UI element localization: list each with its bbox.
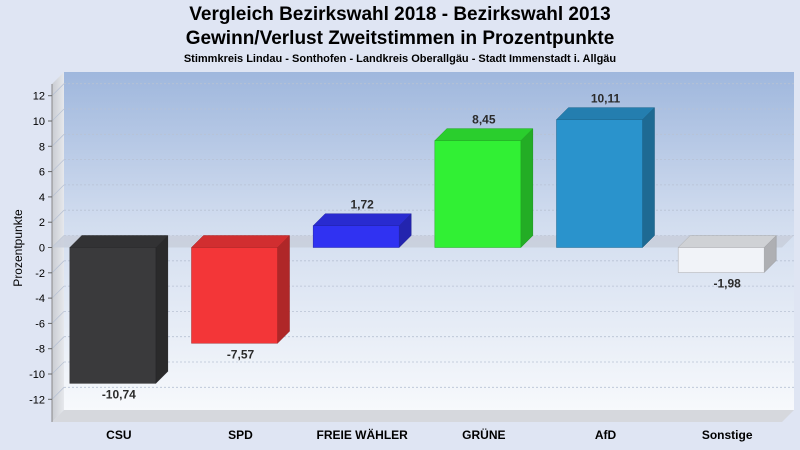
x-tick-label: AfD — [595, 428, 617, 442]
bar-value-label: -10,74 — [102, 387, 136, 401]
y-tick-label: -12 — [29, 394, 45, 406]
y-tick-label: -6 — [35, 318, 45, 330]
x-tick-label: CSU — [106, 428, 131, 442]
y-tick-label: 2 — [39, 217, 45, 229]
grid-line-side — [51, 285, 65, 299]
y-tick-label: 6 — [39, 167, 45, 179]
chart-bars: -10,74 -7,57 1,72 8,45 10,11 -1,98 — [69, 92, 777, 401]
y-tick-label: 0 — [39, 243, 45, 255]
chart-axes: 12 10 8 6 4 2 0 -2 -4 -6 -8 -10 -12 CSU SPD FREIE WÄHLE… — [29, 84, 753, 442]
x-tick-label: SPD — [228, 428, 253, 442]
floor — [52, 410, 794, 422]
bar-1: -7,57 — [190, 234, 291, 361]
bar-value-label: 10,11 — [591, 92, 621, 106]
bar-side — [155, 234, 169, 384]
grid-line-side — [51, 361, 65, 375]
y-tick-label: -2 — [35, 268, 45, 280]
bar-side — [520, 128, 534, 249]
bar-top — [312, 213, 412, 226]
chart-grid — [51, 83, 794, 400]
grid-line-side — [51, 387, 65, 400]
chart-subtitle: Stimmkreis Lindau - Sonthofen - Landkrei… — [183, 53, 617, 65]
grid-line-side — [51, 83, 65, 96]
bar-top — [69, 235, 169, 248]
grid-line-side — [51, 184, 65, 198]
grid-line-side — [51, 260, 65, 274]
grid-line-side — [51, 209, 65, 223]
bar-value-label: -1,98 — [713, 277, 741, 291]
bar-front — [556, 119, 643, 248]
y-axis-label: Prozentpunkte — [11, 209, 25, 287]
bar-top — [677, 235, 777, 248]
bar-5: -1,98 — [677, 234, 777, 291]
bar-value-label: -7,57 — [227, 347, 255, 361]
bar-value-label: 1,72 — [350, 198, 374, 212]
grid-line-side — [51, 311, 65, 324]
bar-top — [555, 107, 656, 120]
bar-side — [642, 107, 655, 249]
x-tick-label: Sonstige — [702, 428, 753, 442]
grid-line-side — [51, 108, 65, 122]
bar-front — [69, 247, 157, 384]
bar-front — [191, 247, 278, 344]
bar-top — [434, 128, 534, 141]
bar-0: -10,74 — [69, 234, 169, 401]
bar-3: 8,45 — [434, 113, 534, 249]
y-tick-label: 12 — [33, 91, 45, 103]
chart-title-line-1: Vergleich Bezirkswahl 2018 - Bezirkswahl… — [189, 4, 611, 25]
y-tick-label: -4 — [35, 293, 45, 305]
grid-line-side — [51, 159, 65, 172]
grid-line-side — [51, 336, 65, 349]
grid-line-side — [51, 134, 65, 147]
bar-4: 10,11 — [555, 92, 656, 249]
chart-title-line-2: Gewinn/Verlust Zweitstimmen in Prozentpu… — [185, 28, 615, 49]
x-tick-label: GRÜNE — [462, 427, 505, 442]
bar-side — [277, 234, 290, 344]
bar-2: 1,72 — [312, 198, 412, 249]
y-tick-label: 4 — [39, 192, 45, 204]
y-tick-label: -10 — [29, 369, 45, 381]
bar-front — [677, 247, 765, 273]
y-tick-label: 10 — [33, 116, 45, 128]
bar-top — [190, 235, 291, 248]
bar-front — [434, 140, 522, 248]
y-tick-label: -8 — [35, 344, 45, 356]
bar-value-label: 8,45 — [472, 113, 496, 127]
y-tick-label: 8 — [39, 141, 45, 153]
bar-front — [312, 225, 400, 248]
x-tick-label: FREIE WÄHLER — [316, 427, 408, 442]
